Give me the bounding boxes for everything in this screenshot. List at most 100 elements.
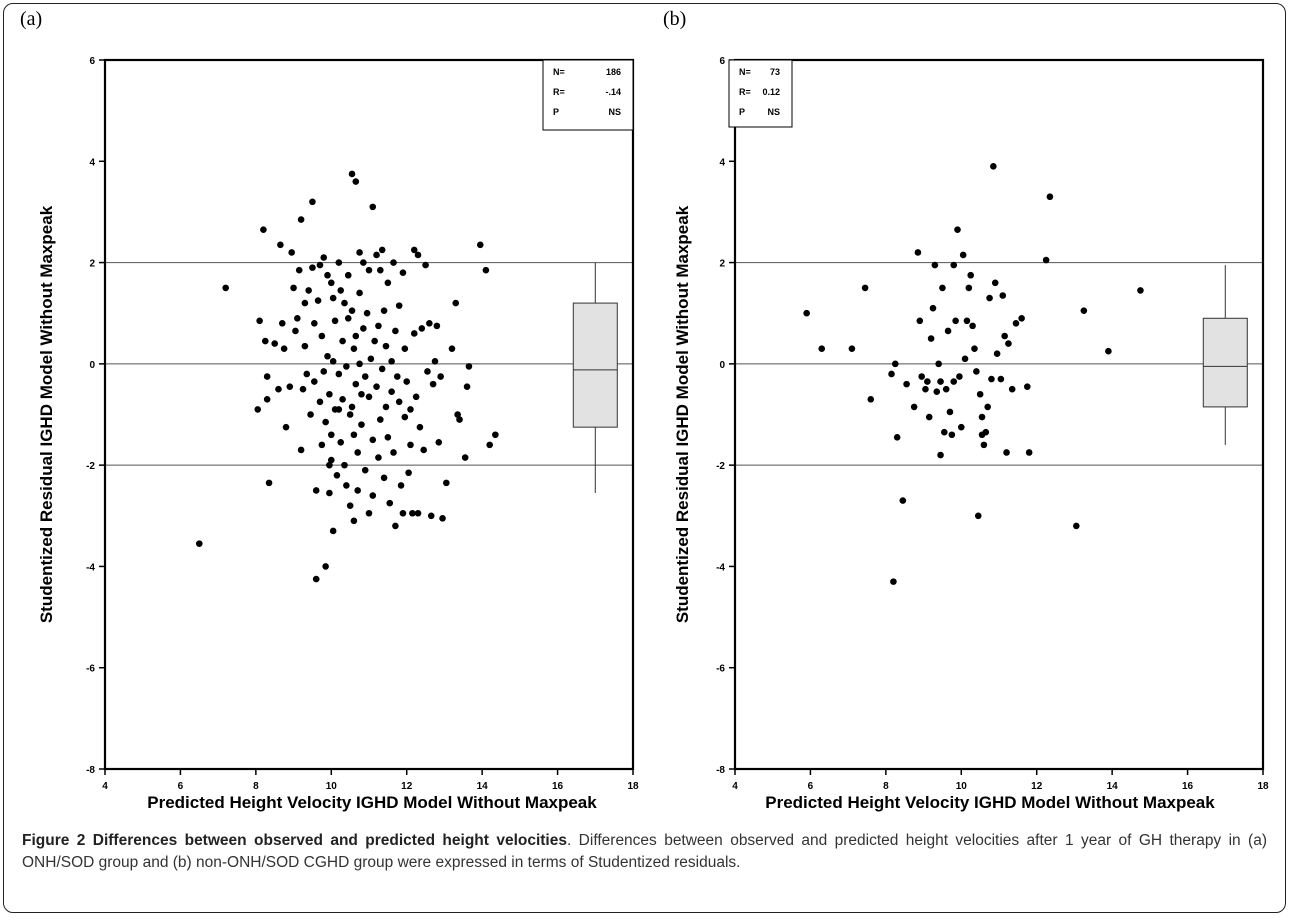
data-point [371, 337, 378, 345]
data-point [261, 337, 269, 345]
data-point [329, 527, 337, 535]
data-point [950, 261, 958, 269]
data-point [986, 294, 993, 302]
y-tick-label: -6 [86, 664, 95, 675]
data-point [278, 320, 286, 327]
data-point [388, 358, 395, 365]
data-point [343, 363, 350, 370]
data-point [988, 375, 995, 383]
data-point [937, 378, 944, 385]
data-point [427, 512, 435, 520]
stats-value: NS [608, 107, 621, 117]
boxplot-box [1202, 317, 1248, 408]
data-point [335, 259, 343, 266]
data-point [437, 373, 444, 380]
data-point [435, 439, 443, 446]
data-point [456, 416, 463, 423]
data-point [410, 246, 418, 254]
data-point [316, 398, 324, 406]
x-tick-label: 10 [956, 781, 968, 792]
data-point [256, 317, 263, 325]
caption-body: . Differences between observed and predi… [22, 832, 1267, 871]
data-point [392, 522, 399, 530]
data-point [360, 325, 367, 332]
data-point [431, 358, 439, 365]
data-point [414, 509, 422, 517]
data-point [301, 299, 309, 307]
data-point [465, 363, 473, 370]
data-point [312, 487, 320, 494]
data-point [378, 365, 386, 373]
data-point [309, 264, 316, 271]
x-tick-label: 16 [552, 781, 564, 792]
x-tick-label: 16 [1182, 781, 1194, 792]
data-point [388, 388, 395, 396]
data-point [392, 327, 399, 335]
data-point [888, 370, 895, 378]
data-point [1012, 320, 1020, 327]
data-point [301, 342, 309, 350]
data-point [956, 373, 963, 380]
data-point [318, 332, 326, 340]
data-point [320, 368, 328, 375]
data-point [410, 330, 418, 337]
stats-key: P [739, 107, 745, 117]
data-point [976, 390, 984, 398]
data-point [486, 441, 493, 449]
figure-caption: Figure 2 Differences between observed an… [22, 830, 1267, 874]
data-point [927, 335, 935, 342]
data-point [275, 385, 282, 393]
data-point [361, 373, 369, 380]
data-point [903, 380, 910, 388]
data-point [305, 287, 312, 294]
data-point [288, 249, 295, 256]
data-point [339, 337, 346, 345]
data-point [344, 314, 352, 322]
data-point [337, 439, 345, 446]
data-point [929, 304, 937, 312]
y-tick-label: 2 [719, 259, 725, 270]
data-point [1042, 256, 1050, 264]
x-axis-label: Predicted Height Velocity IGHD Model Wit… [765, 793, 1215, 812]
y-tick-label: 6 [719, 56, 725, 67]
stats-value: 186 [606, 67, 621, 77]
x-axis-label: Predicted Height Velocity IGHD Model Wit… [147, 793, 597, 812]
data-point [350, 345, 358, 352]
data-point [916, 317, 924, 325]
data-point [341, 299, 348, 307]
data-point [369, 492, 377, 499]
x-tick-label: 4 [732, 781, 738, 792]
data-point [361, 466, 369, 474]
data-point [329, 358, 337, 365]
data-point [420, 446, 427, 454]
data-point [418, 325, 426, 332]
panel-label: (a) [20, 8, 43, 30]
data-point [299, 385, 307, 393]
data-point [982, 428, 990, 436]
data-point [993, 350, 1001, 358]
data-point [367, 355, 375, 363]
data-point [407, 406, 414, 413]
data-point [1080, 307, 1088, 314]
data-point [965, 284, 973, 292]
data-point [377, 266, 384, 274]
data-point [360, 259, 367, 266]
data-point [295, 266, 303, 274]
data-point [944, 327, 952, 335]
data-point [422, 261, 429, 269]
x-tick-label: 12 [401, 781, 413, 792]
data-point [867, 396, 875, 403]
data-point [971, 345, 978, 352]
data-point [356, 289, 363, 297]
data-point [327, 431, 335, 439]
stats-key: N= [553, 67, 565, 77]
data-point [354, 487, 361, 494]
x-tick-label: 6 [808, 781, 814, 792]
y-tick-label: -2 [86, 461, 95, 472]
data-point [910, 403, 918, 411]
y-tick-label: -4 [716, 562, 725, 573]
stats-value: -.14 [605, 87, 621, 97]
data-point [931, 261, 939, 269]
data-point [937, 451, 944, 459]
y-tick-label: -6 [716, 664, 725, 675]
